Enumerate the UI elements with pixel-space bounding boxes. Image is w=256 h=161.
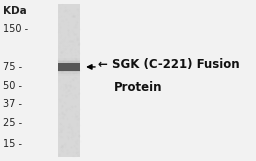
Bar [58, 4, 80, 157]
Text: 15 -: 15 - [3, 139, 22, 149]
Text: 37 -: 37 - [3, 99, 22, 109]
Text: 25 -: 25 - [3, 118, 22, 128]
Bar [58, 60, 80, 74]
Text: KDa: KDa [3, 6, 27, 16]
Bar [58, 58, 80, 76]
Text: 50 -: 50 - [3, 81, 22, 91]
Text: Protein: Protein [114, 81, 162, 94]
Text: 75 -: 75 - [3, 62, 22, 72]
Text: 150 -: 150 - [3, 24, 28, 34]
Bar [58, 63, 80, 71]
Text: ← SGK (C-221) Fusion: ← SGK (C-221) Fusion [98, 58, 240, 71]
Bar [58, 62, 80, 72]
